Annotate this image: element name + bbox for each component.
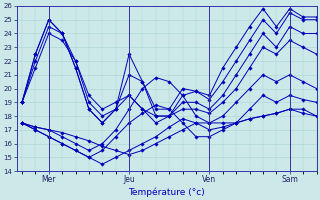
X-axis label: Température (°c): Température (°c) <box>128 187 205 197</box>
